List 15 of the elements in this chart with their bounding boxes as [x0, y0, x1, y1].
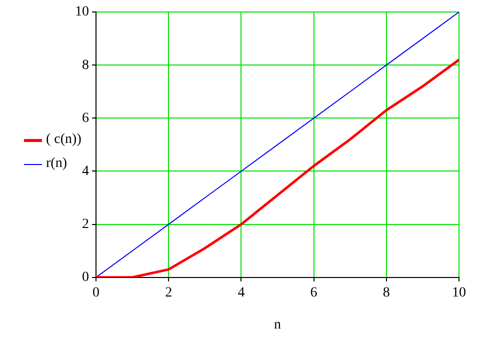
x-tick-label: 0 [92, 285, 100, 300]
legend-label: r(n) [46, 156, 67, 172]
x-tick-label: 2 [165, 285, 172, 300]
y-tick-label: 0 [82, 270, 89, 286]
y-tick-label: 2 [82, 216, 89, 232]
x-tick-label: 10 [452, 285, 466, 300]
y-tick-label: 6 [82, 110, 89, 126]
x-tick-label: 8 [382, 285, 390, 300]
y-tick-label: 8 [82, 58, 89, 73]
x-axis-title: n [274, 317, 281, 332]
legend-label: ( c(n)) [46, 132, 82, 148]
y-tick-label: 4 [82, 164, 89, 179]
x-tick-label: 4 [238, 285, 245, 300]
y-tick-label: 10 [75, 4, 89, 20]
x-tick-label: 6 [310, 285, 318, 300]
